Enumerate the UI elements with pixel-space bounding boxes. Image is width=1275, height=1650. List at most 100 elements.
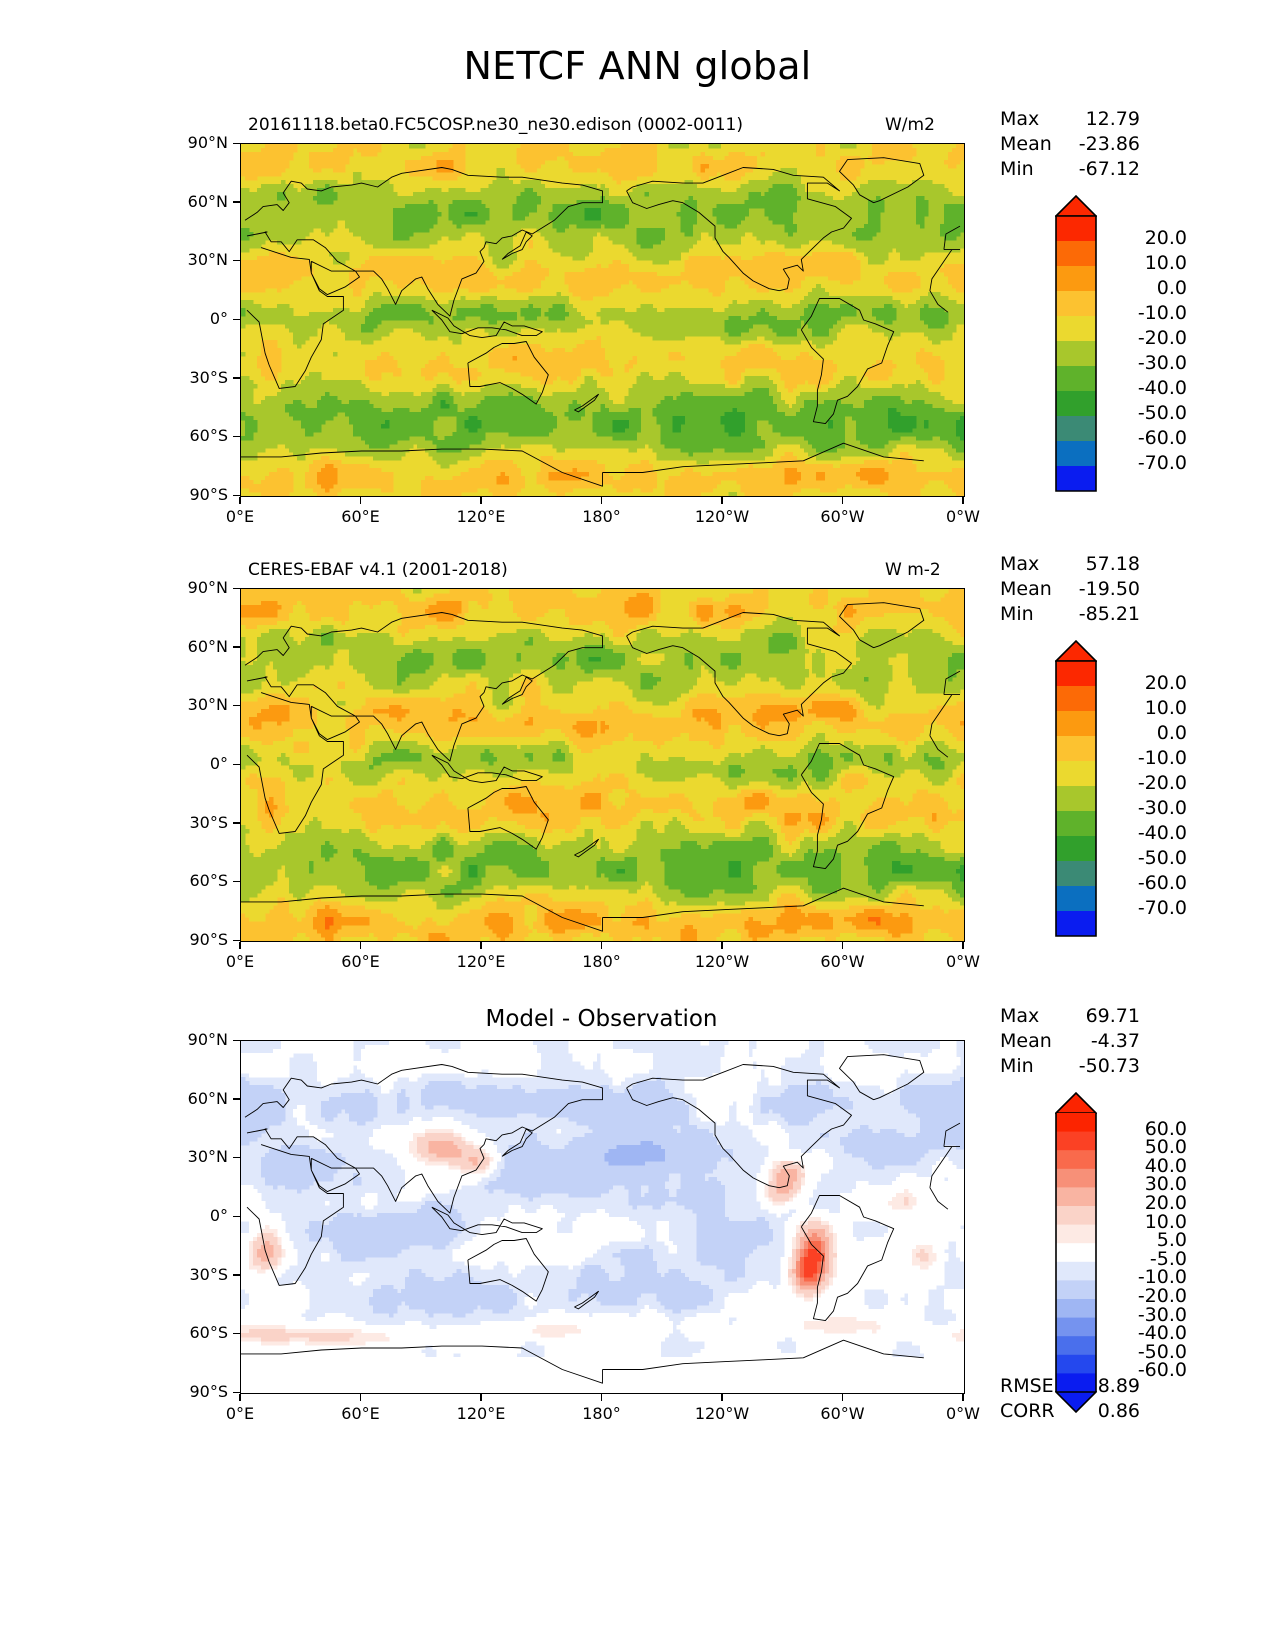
- colorbar-band: [1056, 711, 1096, 737]
- map-observation: [240, 588, 965, 942]
- colorbar-extend-bottom: [1055, 1391, 1097, 1413]
- lat-tick-label: 90°S: [189, 1382, 228, 1401]
- colorbar-band: [1056, 786, 1096, 812]
- colorbar-tick-label: 20.0: [1144, 1192, 1187, 1214]
- lon-tick: [841, 497, 844, 504]
- colorbar-tick-label: 50.0: [1144, 1136, 1187, 1159]
- stat-label: Mean: [1000, 133, 1052, 155]
- colorbar-band: [1056, 441, 1096, 467]
- colorbar-band: [1056, 1206, 1096, 1226]
- colorbar-band: [1056, 1317, 1096, 1337]
- map-model: [240, 143, 965, 497]
- colorbar-tick-label: 10.0: [1144, 697, 1187, 719]
- colorbar-tick-label: -5.0: [1149, 1247, 1187, 1270]
- lat-tick-label: 30°S: [189, 367, 228, 387]
- lat-tick: [233, 1391, 240, 1394]
- colorbar-tick-label: -30.0: [1137, 352, 1187, 374]
- lat-tick: [233, 763, 240, 766]
- stat-row: Mean -23.86: [1000, 132, 1140, 157]
- panel-units-model: W/m2: [885, 115, 935, 135]
- colorbar-tick-label: -10.0: [1137, 747, 1187, 769]
- lat-tick-label: 90°S: [189, 485, 228, 504]
- colorbar-tick-label: 10.0: [1144, 1210, 1187, 1233]
- colorbar-tick-label: -60.0: [1137, 427, 1187, 449]
- score-row: CORR 0.86: [1000, 1399, 1140, 1424]
- lat-tick: [233, 201, 240, 203]
- panel-units-observation: W m-2: [885, 560, 941, 580]
- colorbar-band: [1056, 736, 1096, 762]
- colorbar-tick-label: -40.0: [1137, 822, 1187, 844]
- colorbar-band: [1056, 391, 1096, 417]
- lon-tick-label: 120°E: [456, 507, 506, 526]
- lat-tick: [233, 587, 240, 590]
- lon-tick-label: 60°W: [820, 507, 865, 526]
- stat-row: Max 12.79: [1000, 107, 1140, 132]
- lon-tick-label: 120°W: [694, 952, 750, 971]
- scores-difference: RMSE 8.89 CORR 0.86: [1000, 1374, 1140, 1424]
- score-value: 8.89: [1097, 1375, 1140, 1397]
- lat-tick-label: 30°N: [187, 1147, 228, 1167]
- lat-tick: [233, 494, 240, 497]
- figure-title: NETCF ANN global: [463, 44, 812, 88]
- colorbar-tick-label: 40.0: [1144, 1154, 1187, 1177]
- stats-difference: Max 69.71 Mean -4.37 Min -50.73: [1000, 1004, 1140, 1079]
- colorbar-tick-label: 30.0: [1144, 1173, 1187, 1196]
- colorbar-band: [1056, 861, 1096, 887]
- stat-value: 57.18: [1085, 553, 1140, 575]
- lat-tick: [233, 142, 240, 145]
- colorbar-tick-label: -60.0: [1137, 1359, 1187, 1382]
- lon-tick: [239, 1394, 241, 1401]
- lat-tick-label: 0°: [209, 754, 228, 773]
- lat-tick-label: 60°N: [187, 191, 228, 211]
- colorbar-band: [1056, 836, 1096, 862]
- lon-tick: [721, 942, 723, 949]
- lat-tick: [233, 1156, 240, 1159]
- colorbar-tick-label: 60.0: [1144, 1117, 1187, 1140]
- lat-tick-label: 90°N: [187, 133, 228, 152]
- lon-tick-label: 180°: [582, 1404, 621, 1423]
- colorbar-band: [1056, 1150, 1096, 1170]
- stat-row: Min -67.12: [1000, 157, 1140, 182]
- colorbar-band: [1056, 416, 1096, 442]
- colorbar-band: [1056, 1354, 1096, 1374]
- lat-tick: [233, 435, 240, 438]
- lon-tick-label: 60°E: [341, 1404, 380, 1423]
- stat-label: Min: [1000, 603, 1034, 625]
- colorbar-outline: [1055, 660, 1097, 937]
- lat-tick-label: 90°S: [189, 930, 228, 949]
- colorbar-band: [1056, 1187, 1096, 1207]
- colorbar-tick-label: -10.0: [1137, 1266, 1187, 1289]
- panel-title-model: 20161118.beta0.FC5COSP.ne30_ne30.edison …: [248, 115, 743, 135]
- lon-tick-label: 60°E: [341, 952, 380, 971]
- lat-tick-label: 60°S: [189, 426, 228, 446]
- colorbar-tick-label: 20.0: [1144, 672, 1187, 694]
- colorbar-tick-label: 0.0: [1156, 277, 1187, 299]
- stat-row: Min -50.73: [1000, 1054, 1140, 1079]
- lon-tick: [721, 1394, 723, 1401]
- colorbar-outline: [1055, 215, 1097, 492]
- lon-tick-label: 120°W: [694, 1404, 750, 1423]
- lat-tick-label: 60°S: [189, 1323, 228, 1343]
- lat-tick-label: 0°: [209, 309, 228, 328]
- stat-row: Min -85.21: [1000, 602, 1140, 627]
- lat-tick-label: 60°N: [187, 636, 228, 656]
- lon-tick: [962, 1394, 964, 1401]
- colorbar-observation: 20.0 10.0 0.0 -10.0 -20.0 -30.0 -40.0 -50.0 -60.…: [1055, 640, 1187, 937]
- colorbar-tick-label: -30.0: [1137, 797, 1187, 819]
- lon-tick: [600, 1394, 603, 1401]
- colorbar-tick-label: -20.0: [1137, 327, 1187, 349]
- panel-title-observation: CERES-EBAF v4.1 (2001-2018): [248, 560, 508, 580]
- stats-model: Max 12.79 Mean -23.86 Min -67.12: [1000, 107, 1140, 182]
- lon-tick-label: 0°W: [946, 952, 980, 971]
- coastlines: [241, 602, 961, 932]
- lon-tick: [721, 497, 723, 504]
- colorbar-band: [1056, 341, 1096, 367]
- lon-tick: [480, 942, 482, 949]
- lat-tick: [233, 1039, 240, 1042]
- lat-tick-label: 30°S: [189, 1264, 228, 1284]
- lat-tick-label: 60°N: [187, 1088, 228, 1108]
- lat-tick: [233, 646, 240, 648]
- stat-row: Mean -19.50: [1000, 577, 1140, 602]
- colorbar-difference: 60.0 50.0 40.0 30.0 20.0 10.0 5.0 -5.0 -10.0 -20.…: [1055, 1092, 1187, 1413]
